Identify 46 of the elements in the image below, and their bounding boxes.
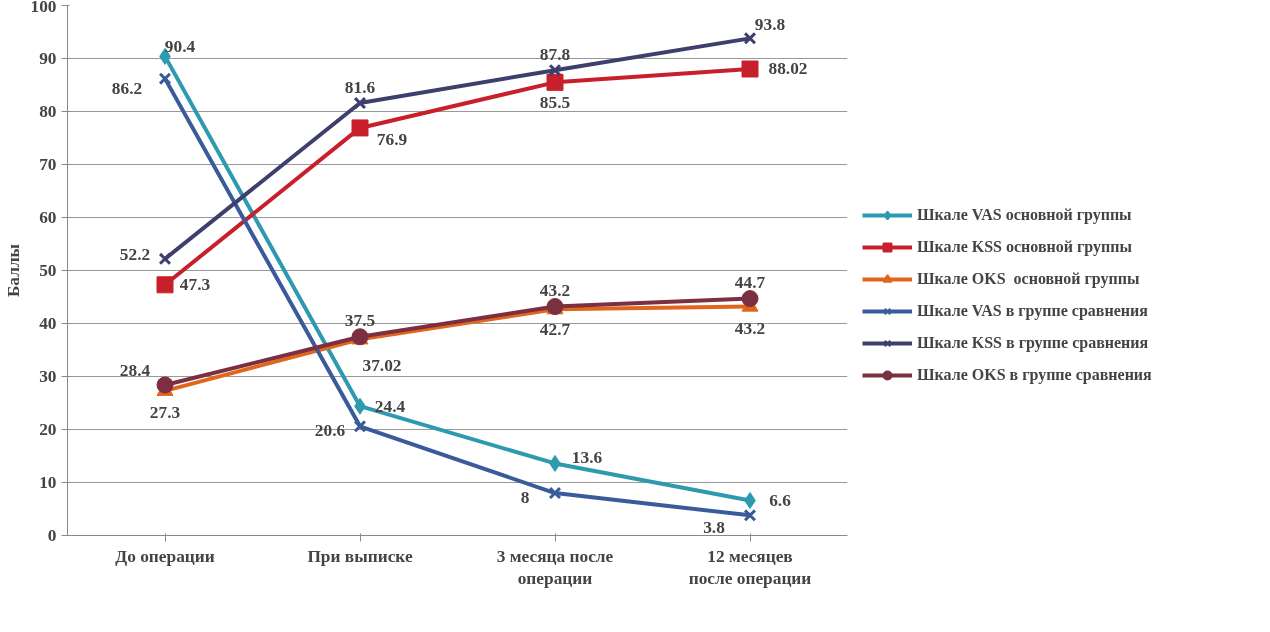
data-label: 28.4 [119,361,151,381]
y-axis-title: Баллы [3,243,23,298]
data-label: 6.6 [769,491,792,511]
y-tick-label: 80 [39,102,57,121]
legend-label: Шкале OKS в группе сравнения [917,365,1152,384]
data-label: 85.5 [539,92,571,112]
y-tick-label: 40 [39,314,57,333]
data-label: 3.8 [703,517,726,537]
data-label: 13.6 [571,447,603,467]
legend-label: Шкале KSS основной группы [917,237,1132,256]
data-label: 20.6 [314,420,346,440]
data-label: 42.7 [539,319,571,339]
x-tick-label: 12 месяцев после операции [688,546,812,589]
data-label: 24.4 [374,396,406,416]
data-label: 52.2 [119,245,151,265]
y-tick-label: 10 [39,473,57,492]
data-label: 86.2 [111,79,143,99]
y-tick-label: 90 [39,49,57,68]
data-label: 8 [520,487,530,507]
data-label: 93.8 [754,14,786,34]
x-tick-label: При выписке [307,546,413,566]
data-label: 90.4 [164,36,196,56]
data-label: 43.2 [734,319,766,339]
y-tick-label: 70 [39,155,57,174]
y-tick-label: 0 [47,526,57,545]
data-label: 44.7 [734,273,766,293]
data-label: 76.9 [376,130,408,150]
data-label: 47.3 [179,275,211,295]
data-label: 88.02 [768,59,808,79]
y-tick-label: 20 [39,420,57,439]
data-label: 37.02 [362,355,402,375]
y-tick-label: 60 [39,208,57,227]
data-label: 81.6 [344,77,376,97]
data-label: 43.2 [539,281,571,301]
data-label: 27.3 [149,403,181,423]
y-tick-label: 30 [39,367,57,386]
x-tick-label: До операции [115,546,215,566]
legend-label: Шкале OKS основной группы [917,269,1140,288]
legend-label: Шкале VAS в группе сравнения [917,301,1148,320]
data-label: 87.8 [539,44,571,64]
legend-label: Шкале KSS в группе сравнения [917,333,1149,352]
data-label: 37.5 [344,311,376,331]
legend-label: Шкале VAS основной группы [917,205,1132,224]
x-tick-label: 3 месяца после операции [496,546,614,589]
y-tick-label: 100 [30,0,57,16]
y-tick-label: 50 [39,261,57,280]
